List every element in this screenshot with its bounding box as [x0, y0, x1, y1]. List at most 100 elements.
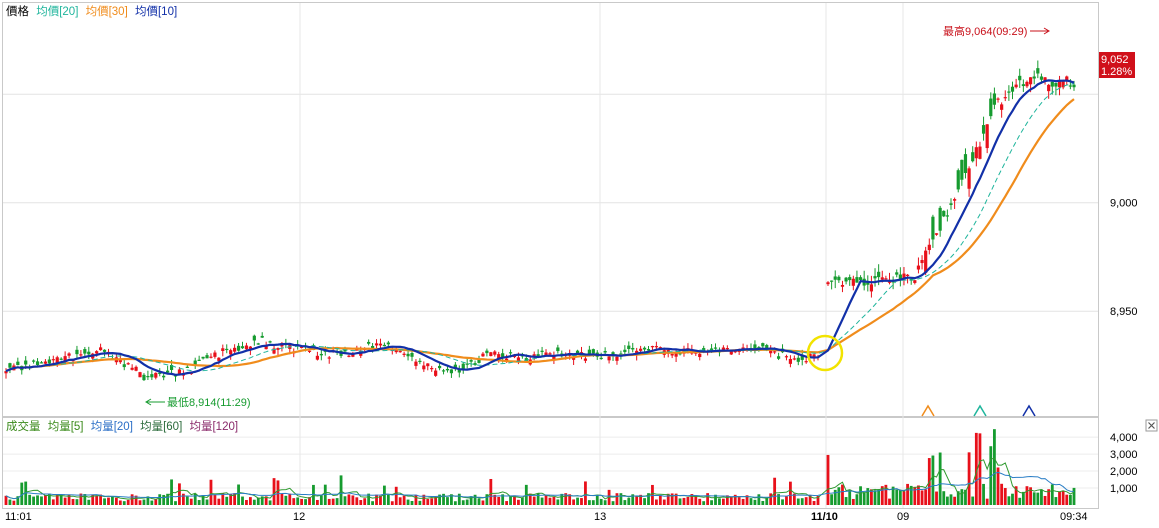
- high-arrow-head: [1043, 27, 1050, 35]
- candle: [233, 344, 237, 354]
- candle: [552, 351, 556, 364]
- candle: [154, 372, 158, 380]
- price-ma-10: [5, 79, 1075, 376]
- volume-bar: [678, 498, 682, 505]
- candle: [457, 365, 461, 378]
- candle: [776, 352, 781, 361]
- signal-marker: [973, 404, 987, 417]
- candle: [8, 362, 12, 374]
- candle: [150, 370, 154, 381]
- volume-bar: [781, 499, 784, 505]
- volume-bar: [489, 478, 493, 505]
- volume-bar: [118, 500, 122, 505]
- candle: [142, 373, 146, 381]
- candle: [956, 168, 960, 193]
- candle: [967, 166, 971, 197]
- volume-bar: [603, 500, 607, 505]
- volume-bar: [862, 492, 866, 505]
- candle: [162, 372, 166, 381]
- candle: [197, 355, 201, 361]
- volume-bar: [461, 500, 465, 505]
- volume-bar: [398, 497, 402, 505]
- volume-bar: [95, 496, 99, 505]
- volume-bar: [917, 485, 920, 505]
- volume-bar: [103, 498, 106, 505]
- candle: [895, 269, 899, 278]
- candle: [434, 368, 438, 377]
- volume-bar: [729, 497, 733, 505]
- volume-bar: [237, 484, 240, 505]
- candle: [414, 359, 418, 370]
- volume-bar: [833, 489, 837, 505]
- volume-bar: [837, 487, 841, 505]
- volume-bar: [777, 494, 780, 505]
- volume-bar: [375, 494, 378, 505]
- volume-bar: [909, 485, 913, 505]
- volume-bar: [741, 498, 745, 505]
- candle: [938, 205, 942, 237]
- candle: [1000, 102, 1004, 118]
- volume-bar: [319, 495, 323, 505]
- volume-bar: [920, 490, 924, 505]
- volume-bar: [1007, 496, 1011, 505]
- candle: [556, 344, 560, 354]
- candle: [16, 357, 20, 366]
- candle: [201, 356, 205, 360]
- candle: [1007, 85, 1011, 101]
- volume-bar: [245, 500, 248, 505]
- volume-bar: [517, 499, 520, 505]
- volume-bar: [631, 494, 635, 505]
- highlight-circle: [806, 334, 844, 372]
- volume-bar: [248, 497, 252, 505]
- volume-bar: [430, 498, 434, 505]
- x-tick-label: 11/10: [811, 511, 838, 523]
- candle: [989, 92, 993, 120]
- volume-bar: [877, 489, 881, 505]
- volume-bar: [205, 499, 209, 505]
- volume-bar: [544, 495, 548, 505]
- volume-bar: [1018, 497, 1022, 505]
- volume-bar: [363, 498, 367, 505]
- candle: [540, 346, 544, 356]
- volume-bar: [174, 501, 177, 505]
- candle: [840, 280, 845, 293]
- volume-bar: [59, 494, 63, 505]
- volume-bar: [296, 497, 300, 505]
- volume-bar: [142, 499, 146, 505]
- volume-bar: [446, 497, 449, 505]
- candle: [1054, 82, 1058, 96]
- candle: [430, 365, 434, 372]
- volume-bar: [493, 494, 497, 505]
- volume-panel-close-button[interactable]: [1145, 419, 1158, 432]
- volume-bar: [938, 452, 942, 505]
- candle: [830, 280, 834, 290]
- volume-bar: [982, 483, 985, 505]
- volume-tick-label: 3,000: [1110, 449, 1138, 461]
- price-tick-label: 9,000: [1110, 198, 1138, 210]
- volume-bar: [379, 495, 382, 505]
- volume-bar: [99, 494, 103, 505]
- candle: [437, 362, 442, 371]
- candle: [769, 345, 773, 358]
- volume-bar: [75, 499, 79, 505]
- volume-bar: [721, 498, 725, 505]
- volume-bar: [595, 495, 599, 505]
- candle: [276, 347, 280, 356]
- volume-bar: [457, 493, 461, 505]
- candle: [873, 268, 877, 287]
- last-price-change: 1.28%: [1101, 66, 1132, 78]
- candle: [866, 275, 870, 292]
- volume-bar: [4, 495, 8, 505]
- volume-bar: [536, 493, 540, 505]
- volume-bar: [256, 497, 260, 505]
- candle: [449, 369, 454, 378]
- volume-bar: [87, 499, 91, 505]
- volume-bar: [347, 494, 351, 505]
- volume-bar: [753, 499, 757, 505]
- volume-bar: [1072, 487, 1076, 505]
- vol-ma60-legend: 均量[60]: [140, 420, 182, 433]
- candle: [465, 358, 469, 369]
- candle: [51, 355, 55, 364]
- volume-tick-label: 4,000: [1110, 432, 1138, 444]
